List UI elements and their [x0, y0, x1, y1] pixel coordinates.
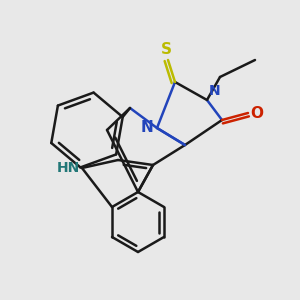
Text: O: O	[250, 106, 263, 121]
Text: HN: HN	[57, 161, 80, 175]
Text: N: N	[209, 84, 220, 98]
Text: S: S	[160, 42, 172, 57]
Text: N: N	[140, 121, 153, 136]
